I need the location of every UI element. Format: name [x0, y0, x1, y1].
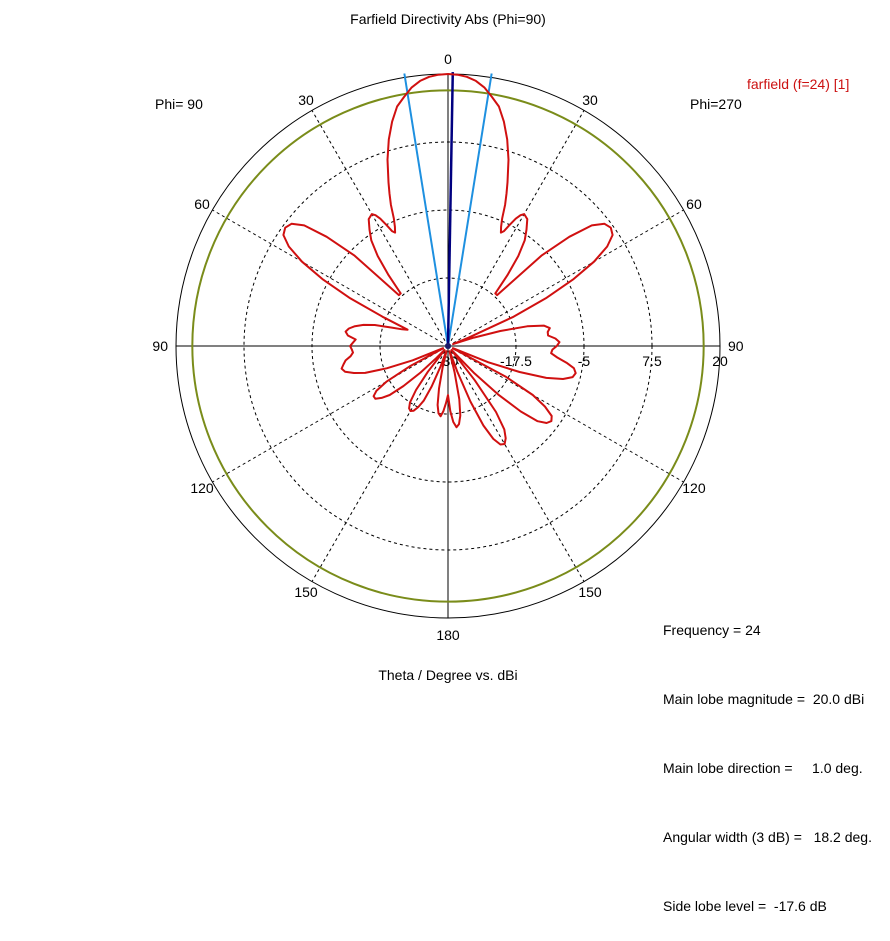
chart-marks [191, 72, 705, 603]
main-lobe-line [446, 72, 455, 347]
info-angular-width: Angular width (3 dB) = 18.2 deg. [663, 829, 872, 845]
angle-tick-label-0: 0 [444, 51, 452, 67]
angle-tick-label-7: 150 [294, 584, 318, 600]
radial-tick-label-1: -17.5 [500, 353, 532, 369]
radial-tick-label-4: 20 [712, 353, 728, 369]
x-axis-label: Theta / Degree vs. dBi [378, 667, 517, 683]
level-3db-circle [191, 89, 705, 603]
angle-tick-label-3: 90 [728, 338, 744, 354]
chart-title: Farfield Directivity Abs (Phi=90) [350, 11, 546, 27]
info-box: Frequency = 24 Main lobe magnitude = 20.… [663, 573, 872, 941]
grid-spoke-r150 [447, 345, 585, 582]
pattern-series-line [282, 73, 614, 446]
angle-tick-label-6: 180 [436, 627, 460, 643]
angle-tick-label-9: 90 [152, 338, 168, 354]
info-frequency: Frequency = 24 [663, 622, 761, 638]
phi-right-label: Phi=270 [690, 96, 742, 112]
info-side-lobe-level: Side lobe level = -17.6 dB [663, 898, 827, 914]
beamwidth-line-1 [447, 73, 493, 347]
polar-chart: Farfield Directivity Abs (Phi=90) 0 30 60 9… [152, 11, 849, 683]
angle-tick-label-2: 60 [686, 196, 702, 212]
info-main-lobe-magnitude: Main lobe magnitude = 20.0 dBi [663, 691, 865, 707]
angle-tick-label-10: 60 [194, 196, 210, 212]
angle-tick-label-1: 30 [582, 92, 598, 108]
radial-tick-label-3: 7.5 [642, 353, 662, 369]
grid-spoke-l30 [311, 110, 449, 347]
angle-tick-label-4: 120 [682, 480, 706, 496]
legend-entry: farfield (f=24) [1] [747, 76, 849, 92]
grid-spoke-r30 [447, 110, 585, 347]
angle-tick-label-8: 120 [190, 480, 214, 496]
phi-left-label: Phi= 90 [155, 96, 203, 112]
radial-tick-label-2: -5 [578, 353, 591, 369]
origin-marker [445, 343, 451, 349]
angle-tick-label-11: 30 [298, 92, 314, 108]
info-main-lobe-direction: Main lobe direction = 1.0 deg. [663, 760, 863, 776]
beamwidth-line-0 [403, 73, 449, 347]
angle-tick-label-5: 150 [578, 584, 602, 600]
